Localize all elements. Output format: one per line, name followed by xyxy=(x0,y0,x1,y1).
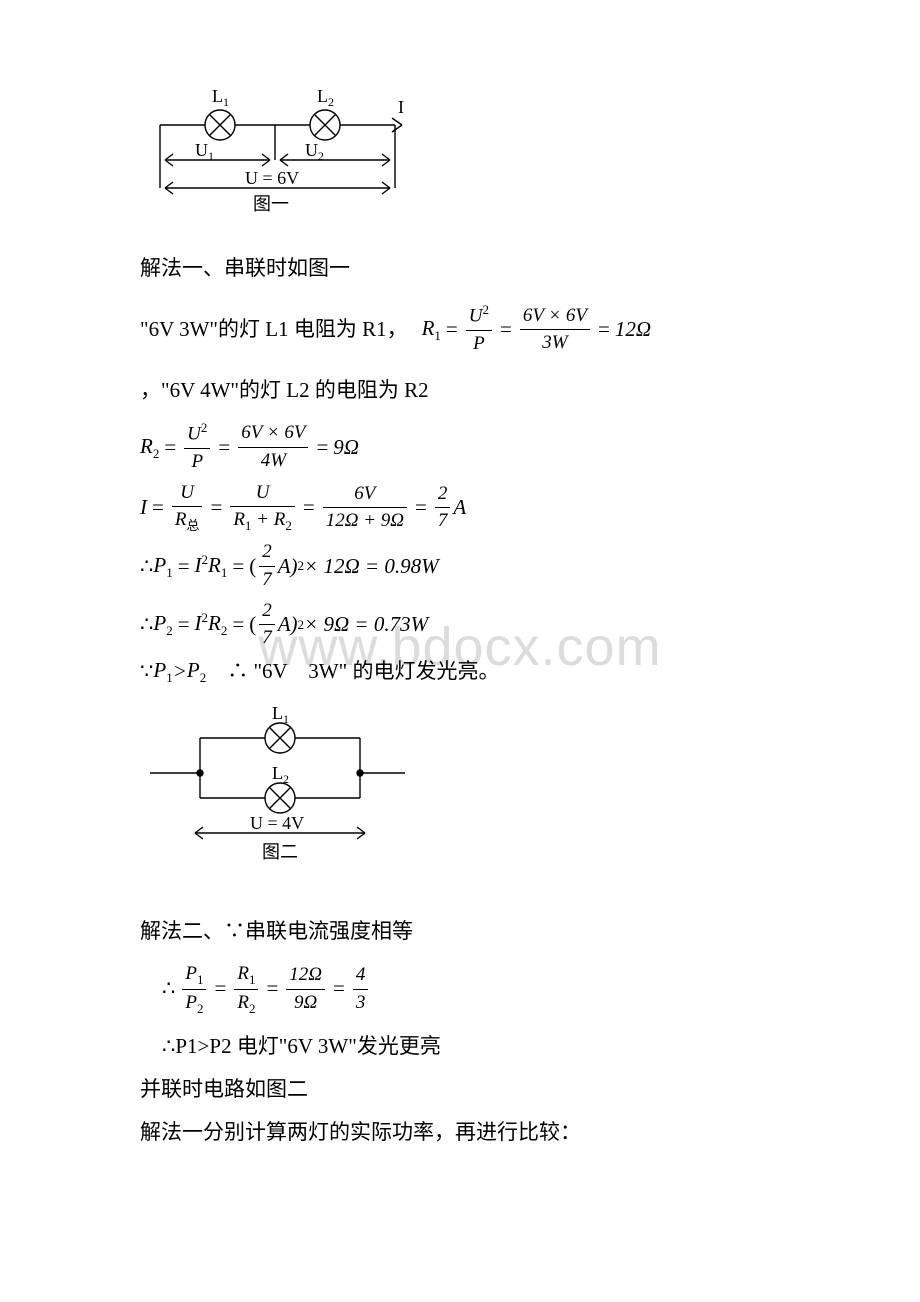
circuit-diagram-2: L1 L2 U = 4V 图二 xyxy=(140,703,420,883)
parallel-heading: 并联时电路如图二 xyxy=(140,1075,800,1104)
svg-text:U = 4V: U = 4V xyxy=(250,813,304,833)
svg-text:L1: L1 xyxy=(272,703,289,726)
math-derivation-block: R2 = U2P = 6V × 6V4W = 9Ω I = UR总 = UR1 … xyxy=(140,419,800,687)
r1-line: "6V 3W"的灯 L1 电阻为 R1， R1 = U2P = 6V × 6V3… xyxy=(140,297,800,362)
method2-heading: 解法二、∵串联电流强度相等 xyxy=(140,917,800,946)
i-formula: I = UR总 = UR1 + R2 = 6V12Ω + 9Ω = 27 A xyxy=(140,480,800,536)
svg-text:U2: U2 xyxy=(305,140,324,163)
ratio-formula: ∴ P1P2 = R1R2 = 12Ω9Ω = 43 xyxy=(162,961,800,1018)
method1-parallel-text: 解法一分别计算两灯的实际功率，再进行比较： xyxy=(140,1118,800,1147)
method1-heading: 解法一、串联时如图一 xyxy=(140,254,800,283)
r2-prefix-text: ，"6V 4W"的灯 L2 的电阻为 R2 xyxy=(140,376,800,405)
svg-text:L2: L2 xyxy=(272,763,289,786)
svg-text:图一: 图一 xyxy=(253,194,289,214)
r2-formula: R2 = U2P = 6V × 6V4W = 9Ω xyxy=(140,419,800,476)
svg-text:L2: L2 xyxy=(317,86,334,109)
conclusion2-text: ∴P1>P2 电灯"6V 3W"发光更亮 xyxy=(162,1032,800,1061)
p1-formula: ∴ P1 = I2R1 = ( 27 A)2 × 12Ω = 0.98W xyxy=(140,539,800,593)
p2-formula: ∴ P2 = I2R2 = ( 27 A)2 × 9Ω = 0.73W xyxy=(140,598,800,652)
svg-text:I: I xyxy=(398,97,404,117)
conclusion1-line: ∵ P1 > P2 ∴ "6V 3W" 的电灯发光亮。 xyxy=(140,656,800,687)
svg-text:图二: 图二 xyxy=(262,842,298,862)
svg-text:L1: L1 xyxy=(212,86,229,109)
page-content: L1 L2 I U1 U2 U = 6V 图一 解法一、串联时如图一 "6V 3… xyxy=(140,80,800,1148)
svg-text:U = 6V: U = 6V xyxy=(245,168,299,188)
r1-prefix-text: "6V 3W"的灯 L1 电阻为 R1， xyxy=(140,315,408,344)
svg-text:U1: U1 xyxy=(195,140,214,163)
r1-formula: R1 = U2P = 6V × 6V3W = 12Ω xyxy=(422,301,651,358)
circuit-diagram-1: L1 L2 I U1 U2 U = 6V 图一 xyxy=(140,80,420,240)
